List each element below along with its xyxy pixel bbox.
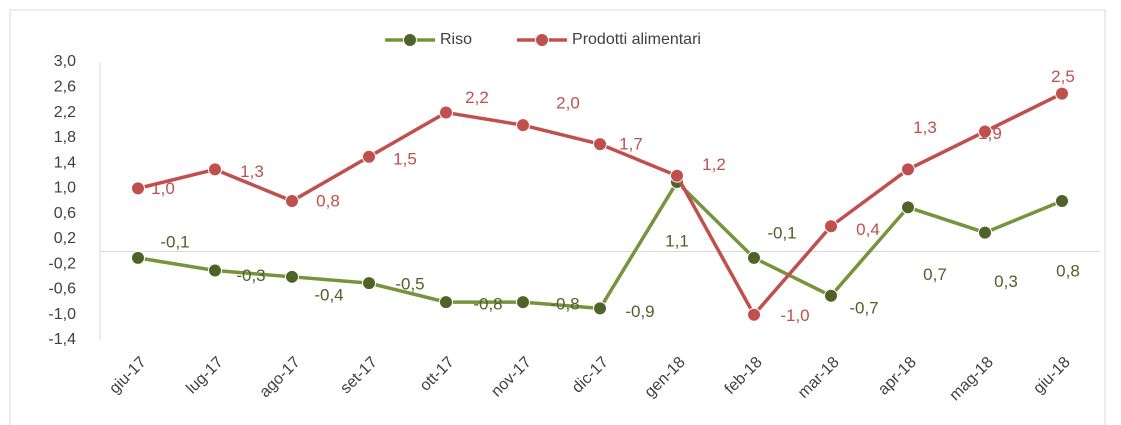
data-label: 1,2 — [702, 155, 726, 174]
data-label: -1,0 — [780, 306, 809, 325]
marker — [901, 162, 915, 177]
y-tick-label: 1,4 — [54, 154, 76, 171]
data-label: 1,9 — [978, 124, 1002, 143]
data-label: -0,4 — [314, 285, 343, 304]
marker — [824, 219, 838, 234]
data-label: 1,1 — [665, 232, 689, 251]
y-tick-label: 0,6 — [54, 205, 76, 222]
legend-marker — [535, 33, 550, 47]
data-label: 0,8 — [1056, 261, 1080, 280]
data-label: 1,3 — [913, 118, 937, 137]
data-label: -0,9 — [625, 302, 654, 321]
x-tick-label: giu-17 — [106, 354, 150, 398]
marker — [747, 250, 761, 265]
marker — [285, 269, 299, 284]
marker — [208, 263, 222, 278]
marker — [131, 181, 145, 196]
marker — [747, 307, 761, 322]
data-label: 1,7 — [619, 135, 643, 154]
y-tick-label: -0,2 — [48, 255, 76, 272]
y-tick-label: 1,8 — [54, 129, 76, 146]
marker — [1055, 86, 1069, 101]
marker — [439, 105, 453, 120]
data-label: -0,1 — [767, 223, 796, 242]
marker — [978, 225, 992, 240]
data-label: 2,2 — [465, 88, 489, 107]
data-label: -0,5 — [395, 275, 424, 294]
marker — [978, 124, 992, 139]
x-tick-label: set-17 — [337, 354, 381, 398]
marker — [362, 276, 376, 291]
data-label: 2,5 — [1051, 67, 1075, 86]
data-label: -0,3 — [236, 266, 265, 285]
marker — [516, 295, 530, 310]
x-tick-label: giu-18 — [1030, 354, 1074, 398]
x-tick-label: apr-18 — [875, 354, 920, 399]
data-label: -0,8 — [550, 295, 579, 314]
legend-label: Riso — [440, 31, 472, 48]
marker — [824, 288, 838, 303]
x-tick-label: mar-18 — [795, 354, 843, 402]
x-tick-label: nov-17 — [488, 354, 535, 401]
data-label: 1,5 — [393, 149, 417, 168]
y-tick-label: -1,4 — [48, 331, 76, 348]
x-tick-label: dic-17 — [569, 354, 612, 397]
marker — [593, 301, 607, 316]
x-tick-label: lug-17 — [183, 354, 227, 398]
marker — [670, 168, 684, 183]
y-tick-label: 2,2 — [54, 104, 76, 121]
marker — [901, 200, 915, 215]
data-label: 0,3 — [994, 272, 1018, 291]
data-label: 1,0 — [151, 179, 175, 198]
data-label: -0,7 — [849, 298, 878, 317]
data-label: 0,7 — [923, 265, 947, 284]
x-tick-label: feb-18 — [722, 354, 766, 398]
y-tick-label: -0,6 — [48, 281, 76, 298]
marker — [516, 118, 530, 133]
y-tick-label: 1,0 — [54, 180, 76, 197]
legend-label: Prodotti alimentari — [572, 31, 701, 48]
legend-marker — [403, 33, 417, 47]
y-tick-label: 3,0 — [54, 53, 76, 70]
data-label: -0,1 — [160, 232, 189, 251]
marker — [208, 162, 222, 177]
marker — [1055, 194, 1069, 208]
x-tick-label: ago-17 — [257, 354, 304, 401]
series-line — [137, 179, 1063, 311]
data-label: -0,8 — [473, 295, 502, 314]
y-tick-label: 0,2 — [54, 230, 76, 247]
y-tick-label: -1,0 — [48, 306, 76, 323]
chart-frame — [9, 9, 1106, 425]
x-tick-label: gen-18 — [642, 354, 689, 401]
marker — [439, 295, 453, 310]
data-label: 2,0 — [556, 94, 580, 113]
data-label: 1,3 — [240, 162, 264, 181]
y-tick-label: 2,6 — [54, 78, 76, 95]
marker — [285, 194, 299, 208]
marker — [362, 149, 376, 164]
marker — [131, 250, 145, 265]
x-tick-label: mag-18 — [946, 354, 996, 404]
x-tick-label: ott-17 — [417, 354, 458, 395]
data-label: 0,4 — [856, 220, 880, 239]
data-label: 0,8 — [316, 191, 340, 210]
marker — [593, 137, 607, 152]
